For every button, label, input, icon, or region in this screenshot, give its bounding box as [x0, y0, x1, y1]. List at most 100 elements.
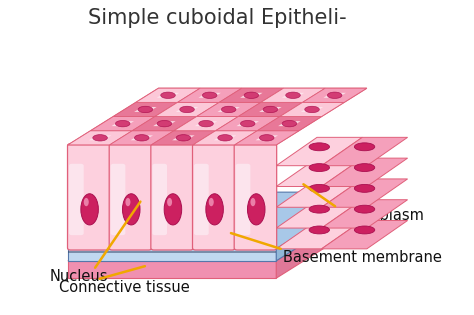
FancyBboxPatch shape: [109, 144, 152, 250]
Ellipse shape: [199, 120, 213, 127]
Polygon shape: [68, 251, 276, 253]
Polygon shape: [111, 121, 134, 126]
Ellipse shape: [81, 194, 98, 225]
Ellipse shape: [164, 194, 182, 225]
Ellipse shape: [263, 106, 278, 113]
Polygon shape: [257, 117, 321, 131]
Polygon shape: [276, 200, 362, 228]
Ellipse shape: [138, 106, 153, 113]
Polygon shape: [301, 107, 323, 112]
Polygon shape: [321, 179, 408, 207]
Ellipse shape: [157, 120, 172, 127]
Polygon shape: [136, 88, 200, 102]
Polygon shape: [155, 102, 219, 117]
Polygon shape: [68, 88, 367, 145]
Polygon shape: [235, 131, 299, 145]
Polygon shape: [68, 261, 276, 278]
Polygon shape: [151, 131, 216, 145]
Polygon shape: [278, 121, 301, 126]
Polygon shape: [132, 117, 197, 131]
Polygon shape: [282, 93, 304, 98]
Polygon shape: [91, 117, 155, 131]
Text: Cytoplasm: Cytoplasm: [346, 208, 424, 223]
Ellipse shape: [355, 226, 375, 234]
Ellipse shape: [247, 194, 265, 225]
Ellipse shape: [309, 143, 329, 151]
FancyBboxPatch shape: [111, 164, 125, 235]
Polygon shape: [68, 249, 276, 253]
Ellipse shape: [84, 198, 89, 206]
FancyBboxPatch shape: [194, 164, 209, 235]
Polygon shape: [113, 102, 178, 117]
Polygon shape: [153, 121, 176, 126]
Polygon shape: [68, 249, 276, 261]
Ellipse shape: [206, 194, 223, 225]
Polygon shape: [214, 135, 237, 140]
Text: Basement membrane: Basement membrane: [283, 250, 442, 266]
Ellipse shape: [116, 120, 130, 127]
Polygon shape: [195, 121, 217, 126]
Polygon shape: [219, 88, 283, 102]
Polygon shape: [176, 107, 198, 112]
Ellipse shape: [309, 163, 329, 172]
Polygon shape: [216, 117, 280, 131]
Ellipse shape: [244, 92, 259, 99]
Ellipse shape: [221, 106, 236, 113]
Polygon shape: [321, 200, 408, 228]
Ellipse shape: [309, 205, 329, 213]
Polygon shape: [276, 137, 362, 166]
Ellipse shape: [309, 184, 329, 192]
Polygon shape: [276, 204, 367, 278]
Ellipse shape: [240, 120, 255, 127]
Ellipse shape: [202, 92, 217, 99]
Ellipse shape: [218, 135, 232, 141]
Text: Simple cuboidal Epitheli-: Simple cuboidal Epitheli-: [88, 8, 346, 28]
Ellipse shape: [305, 106, 319, 113]
FancyBboxPatch shape: [67, 144, 110, 250]
Polygon shape: [172, 135, 195, 140]
Polygon shape: [276, 158, 362, 186]
Ellipse shape: [355, 184, 375, 192]
FancyBboxPatch shape: [192, 144, 235, 250]
Polygon shape: [68, 192, 367, 249]
FancyBboxPatch shape: [151, 144, 193, 250]
Polygon shape: [321, 137, 408, 166]
Polygon shape: [134, 107, 156, 112]
Polygon shape: [178, 88, 242, 102]
Ellipse shape: [282, 120, 297, 127]
Text: Nucleus: Nucleus: [50, 269, 109, 284]
Text: Connective tissue: Connective tissue: [59, 280, 190, 295]
Ellipse shape: [122, 194, 140, 225]
Polygon shape: [255, 135, 278, 140]
Ellipse shape: [161, 92, 175, 99]
Polygon shape: [276, 220, 362, 249]
Polygon shape: [130, 135, 153, 140]
Polygon shape: [68, 204, 367, 261]
Ellipse shape: [355, 163, 375, 172]
Ellipse shape: [250, 198, 255, 206]
Polygon shape: [321, 158, 408, 186]
Ellipse shape: [126, 198, 130, 206]
Polygon shape: [174, 117, 238, 131]
FancyBboxPatch shape: [69, 164, 84, 235]
Polygon shape: [237, 121, 259, 126]
Polygon shape: [199, 93, 221, 98]
FancyBboxPatch shape: [152, 164, 167, 235]
Polygon shape: [280, 102, 344, 117]
Ellipse shape: [309, 226, 329, 234]
Polygon shape: [157, 93, 179, 98]
Polygon shape: [197, 102, 261, 117]
Ellipse shape: [259, 135, 274, 141]
Ellipse shape: [167, 198, 172, 206]
Polygon shape: [276, 192, 367, 261]
Ellipse shape: [176, 135, 191, 141]
Polygon shape: [238, 102, 302, 117]
Ellipse shape: [209, 198, 214, 206]
Ellipse shape: [355, 143, 375, 151]
Ellipse shape: [286, 92, 301, 99]
Polygon shape: [323, 93, 346, 98]
Ellipse shape: [180, 106, 194, 113]
Polygon shape: [276, 179, 362, 207]
Polygon shape: [218, 107, 240, 112]
Polygon shape: [193, 131, 257, 145]
